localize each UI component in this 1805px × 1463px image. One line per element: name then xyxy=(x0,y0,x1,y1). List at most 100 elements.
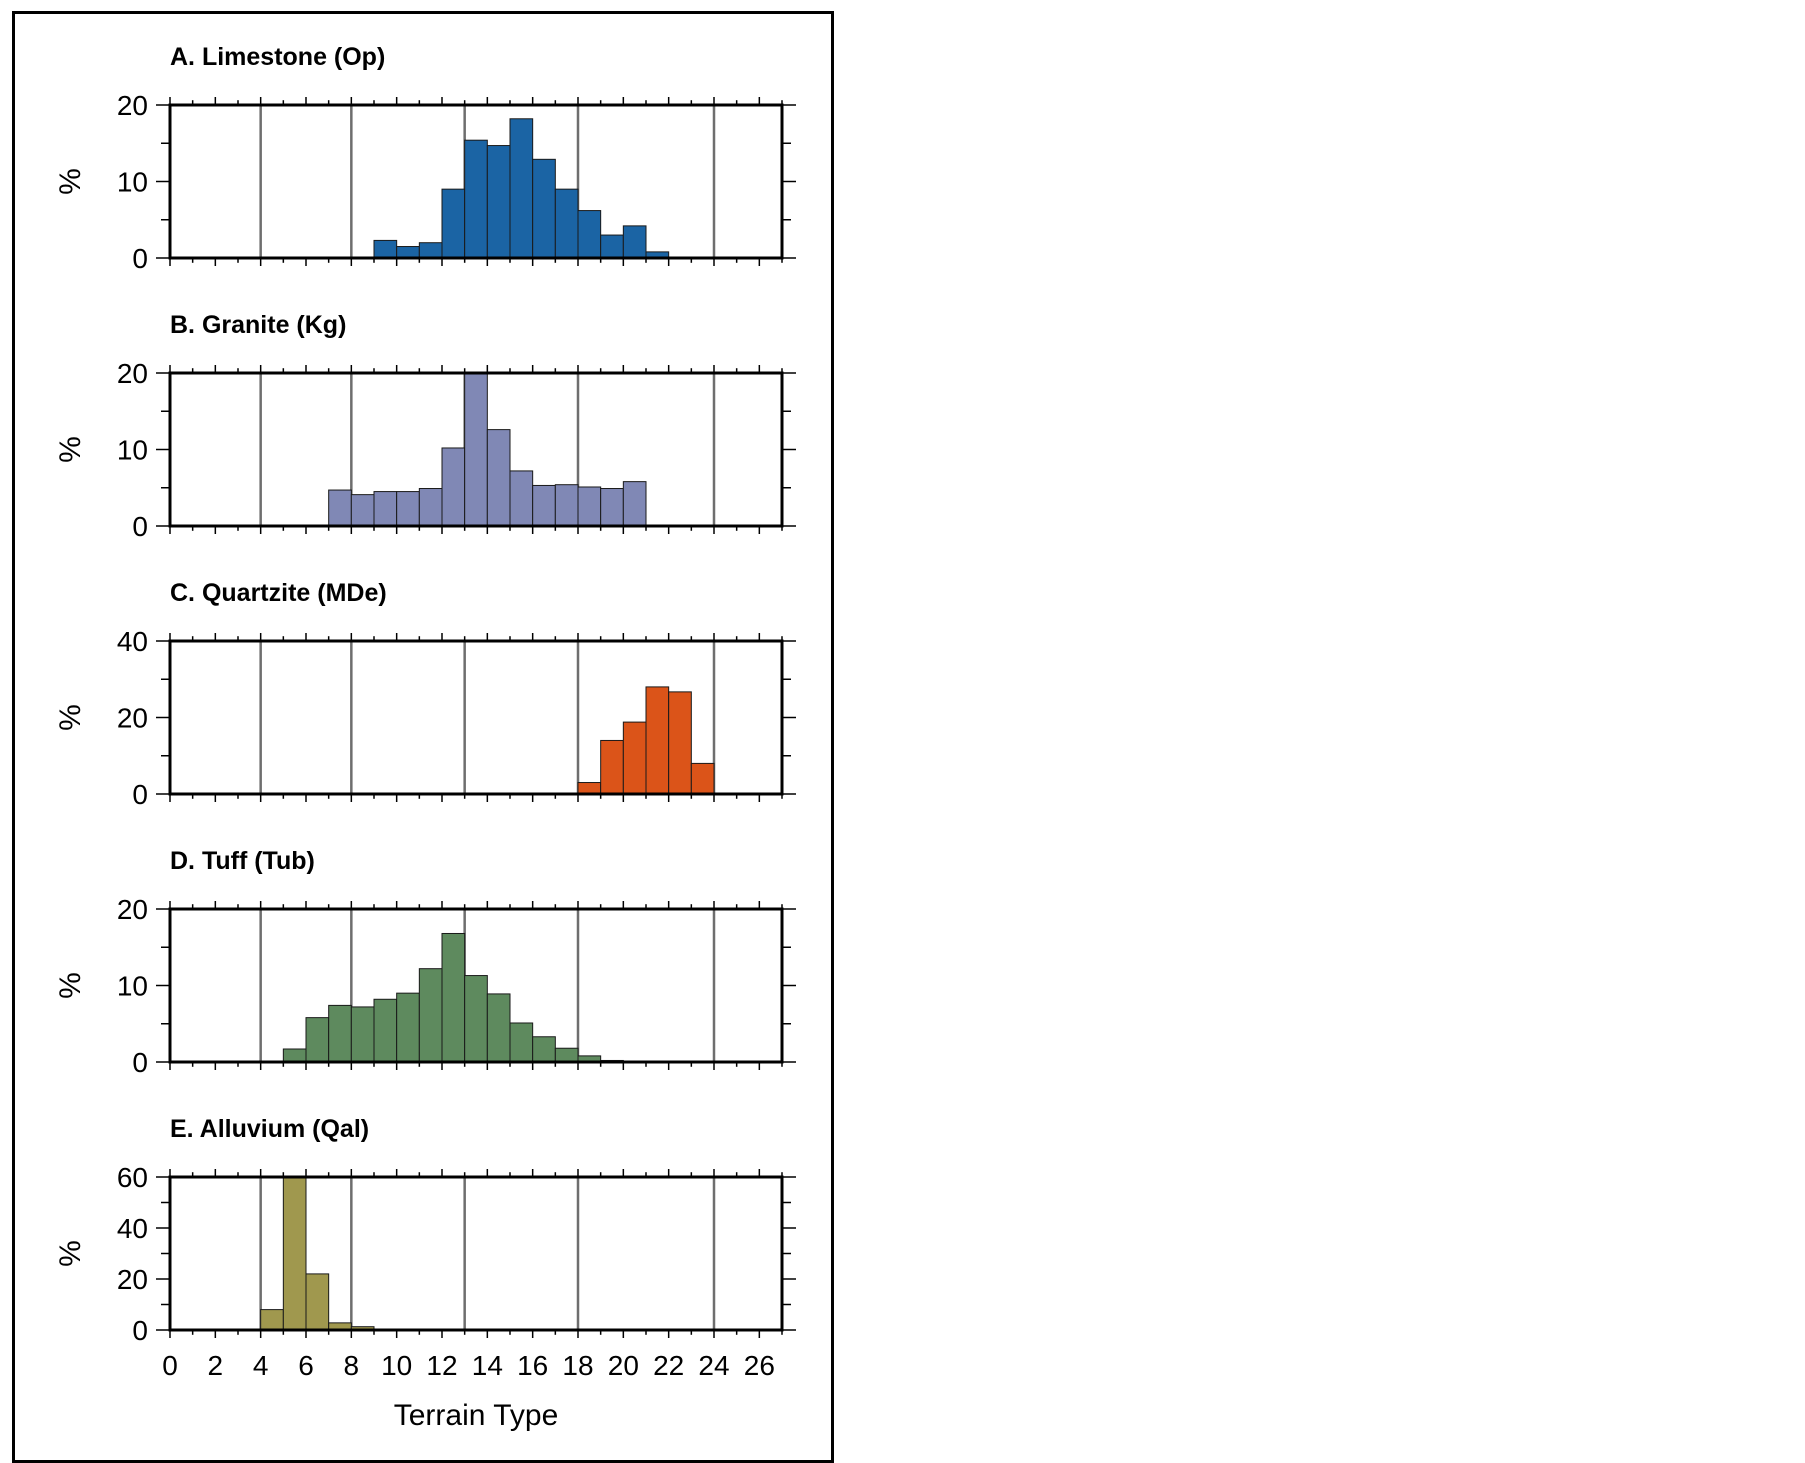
x-axis-label: Terrain Type xyxy=(394,1399,559,1432)
histogram-bar xyxy=(441,188,466,259)
histogram-bar xyxy=(486,993,511,1063)
histogram-bar xyxy=(600,234,624,259)
histogram-bar xyxy=(441,447,466,527)
histogram-bar xyxy=(418,242,443,259)
histogram-bar xyxy=(305,1017,330,1063)
histogram-bar xyxy=(532,158,556,259)
histogram-bar xyxy=(577,486,602,527)
histogram-bar xyxy=(622,481,647,527)
histogram-bar xyxy=(554,1047,579,1063)
x-tick-label: 0 xyxy=(162,1350,178,1381)
histogram-bar xyxy=(645,686,670,795)
y-tick-label: 10 xyxy=(117,167,148,198)
y-tick-label: 40 xyxy=(117,626,148,657)
panel-title: C. Quartzite (MDe) xyxy=(170,579,387,607)
y-tick-label: 40 xyxy=(117,1213,148,1244)
y-tick-label: 20 xyxy=(117,358,148,389)
histogram-bar xyxy=(373,491,398,527)
y-tick-label: 0 xyxy=(132,511,148,542)
y-tick-label: 10 xyxy=(117,971,148,1002)
x-tick-label: 16 xyxy=(517,1350,548,1381)
histogram-bar xyxy=(532,1036,556,1063)
panel-title: A. Limestone (Op) xyxy=(170,43,385,71)
chart-panel-1: 0 10 20 A. Limestone (Op)% xyxy=(54,43,796,274)
histogram-bar xyxy=(554,188,579,259)
histogram-bar xyxy=(600,488,624,527)
y-tick-label: 10 xyxy=(117,435,148,466)
x-tick-label: 22 xyxy=(653,1350,684,1381)
histogram-bar xyxy=(350,1006,375,1063)
histogram-bar xyxy=(418,488,443,527)
y-axis-label: % xyxy=(54,704,87,731)
panel-title: B. Granite (Kg) xyxy=(170,311,346,339)
y-axis-label: % xyxy=(54,168,87,195)
histogram-bar xyxy=(464,139,488,259)
histogram-bar xyxy=(328,1004,352,1063)
histogram-bar xyxy=(486,145,511,259)
histogram-bar xyxy=(373,998,398,1063)
plot-frame xyxy=(168,371,784,528)
histogram-bar xyxy=(282,1176,307,1331)
y-tick-label: 0 xyxy=(132,243,148,274)
y-tick-label: 0 xyxy=(132,1047,148,1078)
y-tick-label: 60 xyxy=(117,1162,148,1193)
panel-title: D. Tuff (Tub) xyxy=(170,847,315,875)
y-axis-label: % xyxy=(54,972,87,999)
histogram-bar xyxy=(486,429,511,527)
x-tick-label: 8 xyxy=(344,1350,360,1381)
histogram-bar xyxy=(282,1048,307,1063)
histogram-bar xyxy=(577,210,602,259)
histogram-bar xyxy=(373,239,398,259)
histogram-bar xyxy=(577,782,602,795)
chart-panel-3: 0 20 40 C. Quartzite (MDe)% xyxy=(54,579,796,810)
x-tick-label: 6 xyxy=(298,1350,314,1381)
y-axis-label: % xyxy=(54,1240,87,1267)
chart-panel-2: 0 10 20 B. Granite (Kg)% xyxy=(54,311,796,542)
histogram-bar xyxy=(532,484,556,527)
histogram-bar xyxy=(441,932,466,1063)
histogram-bar xyxy=(396,992,420,1063)
histogram-bar xyxy=(509,1022,534,1063)
histogram-bar xyxy=(396,491,420,527)
histogram-bar xyxy=(305,1273,330,1331)
x-tick-label: 10 xyxy=(381,1350,412,1381)
histogram-bar xyxy=(690,762,715,795)
histogram-bar xyxy=(668,691,692,795)
panel-title: E. Alluvium (Qal) xyxy=(170,1115,369,1143)
y-tick-label: 0 xyxy=(132,779,148,810)
plot-frame xyxy=(168,907,784,1064)
histogram-bar xyxy=(396,246,420,259)
histogram-bar xyxy=(622,721,647,795)
x-tick-label: 18 xyxy=(562,1350,593,1381)
x-tick-label: 24 xyxy=(698,1350,729,1381)
histogram-bar xyxy=(260,1309,284,1331)
y-tick-label: 20 xyxy=(117,894,148,925)
plot-frame xyxy=(168,1175,784,1332)
y-tick-label: 20 xyxy=(117,90,148,121)
x-tick-label: 20 xyxy=(608,1350,639,1381)
y-tick-label: 20 xyxy=(117,703,148,734)
histogram-bar xyxy=(600,739,624,795)
histogram-bar xyxy=(464,372,488,527)
plot-frame xyxy=(168,103,784,260)
y-axis-label: % xyxy=(54,436,87,463)
x-tick-label: 2 xyxy=(208,1350,224,1381)
histogram-bar xyxy=(509,118,534,259)
chart-panel-4: 0 10 20 D. Tuff (Tub)% xyxy=(54,847,796,1078)
histogram-bar xyxy=(622,225,647,259)
histogram-bar xyxy=(328,489,352,527)
histogram-bar xyxy=(554,484,579,527)
plot-frame xyxy=(168,639,784,796)
x-tick-label: 14 xyxy=(472,1350,503,1381)
histogram-bar xyxy=(418,968,443,1063)
y-tick-label: 0 xyxy=(132,1315,148,1346)
histogram-bar xyxy=(464,975,488,1063)
histogram-bar xyxy=(350,494,375,527)
y-tick-label: 20 xyxy=(117,1264,148,1295)
x-tick-label: 12 xyxy=(426,1350,457,1381)
histogram-bar xyxy=(509,470,534,527)
x-tick-label: 26 xyxy=(744,1350,775,1381)
x-tick-label: 4 xyxy=(253,1350,269,1381)
